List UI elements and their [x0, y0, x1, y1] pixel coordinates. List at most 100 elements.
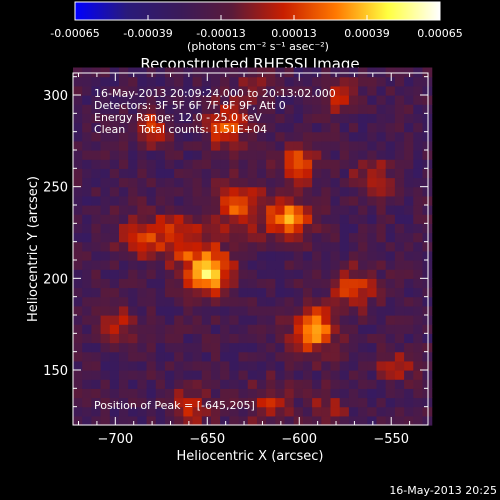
- heatmap-cell: [201, 195, 212, 206]
- heatmap-cell: [302, 333, 313, 344]
- heatmap-cell: [229, 232, 240, 243]
- heatmap-cell: [192, 232, 203, 243]
- heatmap-cell: [404, 287, 414, 298]
- heatmap-cell: [247, 122, 258, 133]
- heatmap-cell: [229, 85, 240, 96]
- heatmap-cell: [164, 278, 175, 289]
- heatmap-cell: [358, 186, 368, 197]
- heatmap-cell: [247, 104, 258, 114]
- heatmap-cell: [192, 131, 203, 142]
- heatmap-cell: [266, 168, 276, 179]
- heatmap-cell: [385, 406, 396, 417]
- heatmap-cell: [330, 269, 341, 279]
- heatmap-cell: [302, 342, 313, 353]
- heatmap-cell: [220, 342, 230, 353]
- heatmap-cell: [376, 415, 387, 426]
- heatmap-cell: [128, 342, 138, 353]
- heatmap-cell: [339, 232, 350, 243]
- heatmap-cell: [192, 351, 203, 362]
- heatmap-cell: [146, 333, 157, 344]
- heatmap-cell: [137, 351, 148, 362]
- heatmap-cell: [321, 370, 332, 380]
- heatmap-cell: [348, 388, 359, 399]
- heatmap-cell: [155, 232, 166, 243]
- heatmap-cell: [348, 305, 359, 316]
- heatmap-cell: [275, 113, 286, 124]
- heatmap-cell: [137, 150, 148, 160]
- heatmap-cell: [220, 104, 230, 114]
- heatmap-cell: [256, 250, 267, 261]
- heatmap-cell: [155, 113, 166, 124]
- heatmap-cell: [183, 85, 194, 96]
- heatmap-cell: [413, 168, 424, 179]
- heatmap-cell: [118, 379, 129, 389]
- heatmap-cell: [155, 415, 166, 426]
- heatmap-cell: [302, 104, 313, 114]
- heatmap-cell: [302, 370, 313, 380]
- heatmap-cell: [321, 360, 332, 371]
- heatmap-cell: [284, 324, 295, 334]
- heatmap-cell: [404, 140, 414, 151]
- heatmap-cell: [339, 113, 350, 124]
- heatmap-cell: [385, 67, 396, 78]
- heatmap-cell: [128, 159, 138, 169]
- heatmap-cell: [155, 250, 166, 261]
- heatmap-cell: [201, 186, 212, 197]
- heatmap-cell: [192, 360, 203, 371]
- heatmap-cell: [183, 333, 194, 344]
- heatmap-cell: [201, 287, 212, 298]
- heatmap-cell: [128, 113, 138, 124]
- heatmap-cell: [358, 315, 368, 325]
- heatmap-cell: [284, 287, 295, 298]
- heatmap-cell: [174, 287, 184, 298]
- heatmap-cell: [91, 67, 102, 78]
- heatmap-cell: [100, 241, 111, 252]
- heatmap-cell: [174, 131, 184, 142]
- heatmap-cell: [321, 140, 332, 151]
- heatmap-cell: [266, 305, 276, 316]
- heatmap-cell: [284, 159, 295, 169]
- heatmap-cell: [229, 250, 240, 261]
- heatmap-cell: [229, 76, 240, 87]
- heatmap-cell: [413, 122, 424, 133]
- heatmap-cell: [73, 241, 83, 252]
- heatmap-cell: [174, 370, 184, 380]
- heatmap-cell: [394, 76, 405, 87]
- heatmap-cell: [330, 315, 341, 325]
- heatmap-cell: [367, 104, 378, 114]
- heatmap-cell: [118, 370, 129, 380]
- heatmap-cell: [164, 241, 175, 252]
- heatmap-cell: [91, 241, 102, 252]
- heatmap-cell: [82, 250, 92, 261]
- heatmap-cell: [348, 260, 359, 270]
- heatmap-cell: [210, 397, 221, 408]
- heatmap-cell: [385, 278, 396, 289]
- heatmap-cell: [128, 370, 138, 380]
- heatmap-cell: [164, 85, 175, 96]
- heatmap-cell: [358, 67, 368, 78]
- heatmap-cell: [385, 287, 396, 298]
- heatmap-cell: [367, 195, 378, 206]
- heatmap-cell: [330, 324, 341, 334]
- heatmap-cell: [348, 186, 359, 197]
- heatmap-cell: [302, 232, 313, 243]
- heatmap-cell: [330, 104, 341, 114]
- heatmap-cell: [394, 232, 405, 243]
- heatmap-cell: [109, 250, 120, 261]
- heatmap-cell: [201, 150, 212, 160]
- heatmap-cell: [109, 379, 120, 389]
- heatmap-cell: [266, 122, 276, 133]
- heatmap-cell: [164, 324, 175, 334]
- heatmap-cell: [238, 388, 249, 399]
- heatmap-cell: [100, 360, 111, 371]
- heatmap-cell: [358, 342, 368, 353]
- heatmap-cell: [385, 205, 396, 215]
- heatmap-cell: [376, 269, 387, 279]
- heatmap-cell: [376, 113, 387, 124]
- heatmap-cell: [183, 122, 194, 133]
- heatmap-cell: [174, 278, 184, 289]
- heatmap-cell: [367, 360, 378, 371]
- heatmap-cell: [118, 415, 129, 426]
- heatmap-cell: [238, 214, 249, 224]
